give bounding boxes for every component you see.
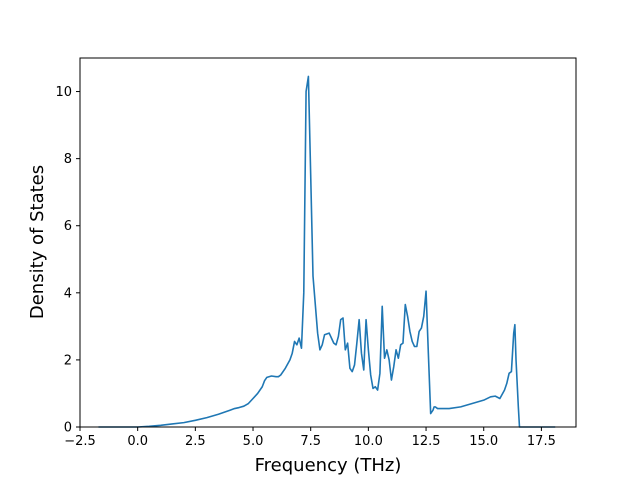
- series-line-0: [98, 75, 556, 428]
- plot-frame: [79, 57, 577, 428]
- y-axis-ticks: 0 2 4 6 8 10: [55, 85, 80, 436]
- series-layer: [98, 75, 556, 428]
- y-tick-label: 2: [64, 353, 72, 368]
- x-tick-label: 5.0: [243, 434, 264, 449]
- y-tick-label: 6: [64, 219, 72, 234]
- x-tick-label: 10.0: [354, 434, 383, 449]
- x-tick-label: 2.5: [185, 434, 206, 449]
- x-tick-label: −2.5: [64, 434, 96, 449]
- x-axis-label: Frequency (THz): [255, 455, 402, 476]
- x-tick-label: 12.5: [412, 434, 441, 449]
- y-tick-label: 10: [55, 85, 72, 100]
- x-tick-label: 17.5: [527, 434, 556, 449]
- x-tick-label: 15.0: [469, 434, 498, 449]
- x-axis-ticks: −2.5 0.0 2.5 5.0 7.5 10.0 12.5 15.0 17.5: [64, 427, 556, 449]
- y-tick-label: 4: [64, 286, 72, 301]
- y-tick-label: 8: [64, 152, 72, 167]
- y-tick-label: 0: [64, 421, 72, 436]
- y-axis-label: Density of States: [27, 165, 48, 319]
- x-tick-label: 7.5: [300, 434, 321, 449]
- x-tick-label: 0.0: [127, 434, 148, 449]
